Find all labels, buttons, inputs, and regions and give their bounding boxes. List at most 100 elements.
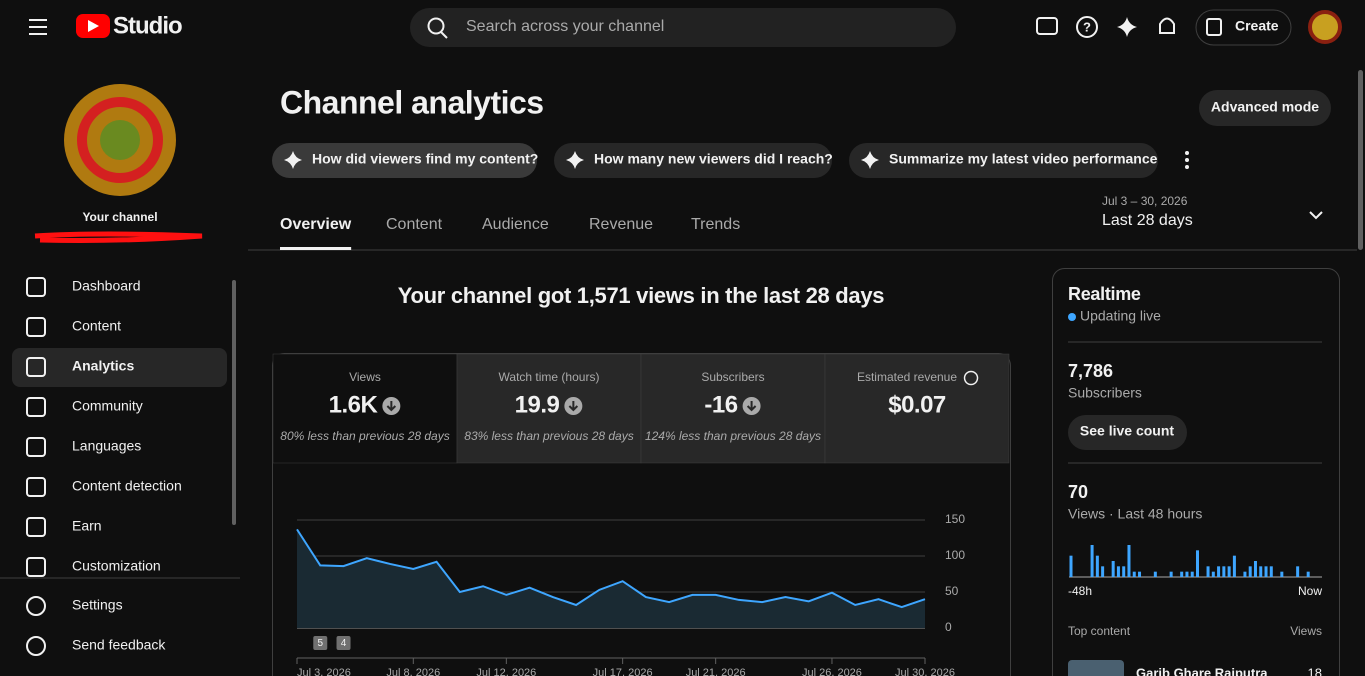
metric-value[interactable]: -16 (704, 391, 738, 418)
metric-tab[interactable] (640, 353, 826, 464)
subscriber-label: Subscribers (1068, 385, 1142, 401)
more-dot[interactable] (1185, 158, 1189, 162)
tab[interactable]: Overview (280, 216, 352, 233)
realtime-views: 70 (1068, 482, 1088, 502)
redaction (34, 231, 203, 243)
see-live-label[interactable]: See live count (1080, 423, 1174, 439)
metric-label[interactable]: Views (349, 370, 381, 384)
x-tick-label: Jul 3, 2026 (297, 667, 351, 676)
page-scrollbar (1358, 70, 1363, 250)
top-content-label: Top content (1068, 624, 1131, 638)
tab[interactable]: Revenue (589, 216, 653, 233)
nav-item[interactable]: Content detection (72, 478, 182, 494)
nav-icon[interactable] (26, 517, 46, 537)
bar (1269, 566, 1273, 577)
see-live-button[interactable] (1068, 415, 1187, 450)
metric-tab[interactable] (824, 353, 1010, 464)
channel-label: Your channel (82, 210, 157, 224)
nav-item[interactable]: Customization (72, 558, 161, 574)
top-content-thumbnail[interactable] (1068, 660, 1124, 676)
logo-text[interactable]: Studio (113, 12, 183, 39)
bar (1280, 571, 1284, 577)
search-box[interactable] (410, 8, 956, 47)
bar (1259, 566, 1263, 577)
metric-label[interactable]: Estimated revenue (857, 370, 957, 384)
tab[interactable]: Content (386, 216, 443, 233)
ai-icon[interactable] (1117, 17, 1137, 37)
nav-icon[interactable] (26, 397, 46, 417)
nav-item[interactable]: Languages (72, 438, 141, 454)
nav-icon[interactable] (26, 437, 46, 457)
prompt-label[interactable]: Summarize my latest video performance (889, 151, 1158, 167)
metric-tab[interactable] (456, 353, 642, 464)
prompt-chip[interactable] (554, 143, 832, 178)
metric-label[interactable]: Subscribers (701, 370, 764, 384)
metric-tab[interactable] (272, 353, 458, 464)
metric-label[interactable]: Watch time (hours) (499, 370, 600, 384)
info-clock-icon[interactable] (963, 370, 979, 386)
bar (1069, 555, 1073, 577)
subscriber-count: 7,786 (1068, 361, 1113, 381)
nav-item[interactable]: Analytics (72, 358, 134, 374)
bar (1095, 555, 1099, 577)
bar (1296, 566, 1300, 577)
metric-value[interactable]: $0.07 (888, 391, 946, 418)
prompt-chip[interactable] (272, 143, 537, 178)
nav-icon[interactable] (26, 317, 46, 337)
more-dot[interactable] (1185, 151, 1189, 155)
y-tick-label: 150 (945, 512, 965, 526)
nav-item[interactable]: Dashboard (72, 278, 141, 294)
top-views-label: Views (1290, 624, 1322, 638)
bar (1180, 571, 1184, 577)
metric-value[interactable]: 19.9 (515, 391, 560, 418)
metric-value[interactable]: 1.6K (329, 391, 379, 418)
bar (1138, 571, 1142, 577)
feedback-icon[interactable] (1036, 17, 1058, 35)
nav-item[interactable]: Community (72, 398, 143, 414)
notifications-icon[interactable] (1159, 17, 1175, 34)
annotation-badge[interactable] (336, 636, 351, 650)
tab[interactable]: Audience (482, 216, 549, 233)
menu-button[interactable] (29, 19, 47, 35)
annotation-label[interactable]: 5 (317, 638, 323, 649)
prompt-label[interactable]: How did viewers find my content? (312, 151, 538, 167)
help-icon[interactable] (1076, 16, 1098, 38)
nav-item[interactable]: Send feedback (72, 637, 166, 653)
account-avatar[interactable] (1308, 10, 1342, 44)
nav-icon[interactable] (26, 596, 46, 616)
line (296, 528, 926, 609)
period[interactable]: Last 28 days (1102, 212, 1193, 229)
create-button[interactable] (1195, 9, 1292, 46)
nav-item[interactable]: Settings (72, 597, 123, 613)
search-icon (427, 17, 445, 35)
bar (1306, 571, 1310, 577)
date-range[interactable]: Jul 3 – 30, 2026 (1102, 194, 1188, 208)
help-glyph: ? (1083, 19, 1091, 34)
advanced-mode-label[interactable]: Advanced mode (1211, 99, 1319, 115)
more-dot[interactable] (1185, 165, 1189, 169)
y-tick-label: 100 (945, 548, 965, 562)
nav-icon[interactable] (26, 277, 46, 297)
bar (1243, 571, 1247, 577)
bar (1111, 561, 1115, 577)
bar (1190, 571, 1194, 577)
headline: Your channel got 1,571 views in the last… (398, 283, 885, 308)
annotation-label[interactable]: 4 (341, 638, 347, 649)
nav-icon[interactable] (26, 477, 46, 497)
nav-icon[interactable] (26, 636, 46, 656)
nav-item[interactable]: Content (72, 318, 121, 334)
advanced-mode-button[interactable] (1199, 90, 1331, 126)
x-tick-label: Jul 26, 2026 (802, 667, 862, 676)
tab[interactable]: Trends (691, 216, 740, 233)
prompt-chip[interactable] (849, 143, 1158, 178)
annotation-badge[interactable] (313, 636, 328, 650)
nav-icon[interactable] (26, 557, 46, 577)
prompt-label[interactable]: How many new viewers did I reach? (594, 151, 833, 167)
top-content-title[interactable]: Garib Ghare Rajputra (1136, 665, 1268, 676)
nav-icon[interactable] (26, 357, 46, 377)
nav-item[interactable]: Earn (72, 518, 102, 534)
period-chevron[interactable] (1309, 211, 1323, 220)
logo-play (88, 20, 99, 32)
create-label[interactable]: Create (1235, 18, 1279, 34)
